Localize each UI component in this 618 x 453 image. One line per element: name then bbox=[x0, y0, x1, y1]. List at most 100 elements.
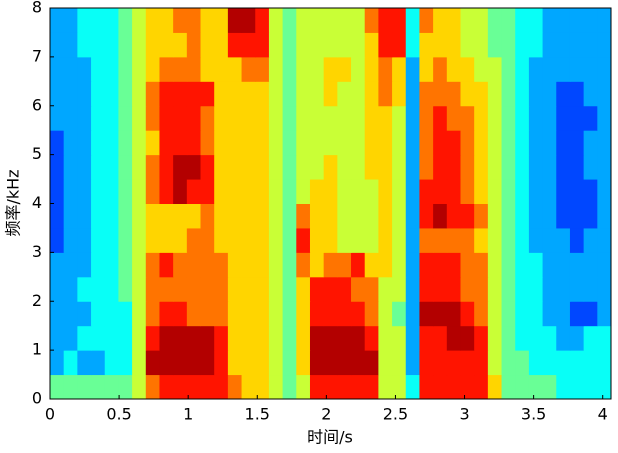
heatmap-cell bbox=[542, 130, 557, 156]
heatmap-cell bbox=[227, 32, 243, 58]
heatmap-cell bbox=[104, 203, 119, 229]
heatmap-cell bbox=[446, 276, 461, 302]
heatmap-cell bbox=[556, 227, 571, 253]
heatmap-cell bbox=[569, 252, 585, 278]
heatmap-cell bbox=[583, 227, 598, 253]
heatmap-cell bbox=[241, 32, 256, 58]
heatmap-cell bbox=[104, 105, 119, 131]
heatmap-cell bbox=[446, 350, 461, 376]
heatmap-cell bbox=[200, 179, 215, 204]
heatmap-cell bbox=[200, 227, 215, 253]
heatmap-cell bbox=[132, 81, 147, 107]
heatmap-cell bbox=[63, 8, 78, 33]
heatmap-cell bbox=[515, 325, 530, 351]
heatmap-cell bbox=[91, 154, 106, 180]
heatmap-cell bbox=[419, 325, 434, 351]
heatmap-cell bbox=[200, 154, 215, 180]
heatmap-cell bbox=[542, 32, 557, 58]
heatmap-cell bbox=[433, 276, 448, 302]
heatmap-cell bbox=[186, 8, 202, 33]
heatmap-cell bbox=[145, 154, 160, 180]
heatmap-cell bbox=[446, 374, 461, 400]
heatmap-cell bbox=[351, 374, 366, 400]
heatmap-cell bbox=[296, 130, 311, 156]
heatmap-cell bbox=[556, 105, 571, 131]
heatmap-cell bbox=[583, 350, 598, 376]
heatmap-cell bbox=[200, 325, 215, 351]
heatmap-cell bbox=[405, 350, 420, 376]
heatmap-cell bbox=[296, 81, 311, 107]
heatmap-cell bbox=[63, 252, 78, 278]
heatmap-cell bbox=[118, 227, 133, 253]
heatmap-cell bbox=[173, 81, 188, 107]
heatmap-cell bbox=[515, 81, 530, 107]
heatmap-cell bbox=[309, 81, 325, 107]
heatmap-cell bbox=[515, 179, 530, 204]
heatmap-cell bbox=[186, 301, 202, 327]
heatmap-cell bbox=[63, 203, 78, 229]
heatmap-cell bbox=[337, 179, 352, 204]
heatmap-cell bbox=[419, 374, 434, 400]
heatmap-cell bbox=[597, 81, 612, 107]
heatmap-cell bbox=[323, 276, 338, 302]
heatmap-cell bbox=[433, 130, 448, 156]
heatmap-cell bbox=[255, 350, 270, 376]
heatmap-cell bbox=[173, 179, 188, 204]
heatmap-cell bbox=[268, 350, 284, 376]
heatmap-cell bbox=[474, 350, 489, 376]
heatmap-cell bbox=[159, 81, 174, 107]
heatmap-cell bbox=[241, 301, 256, 327]
heatmap-cell bbox=[364, 203, 379, 229]
heatmap-cell bbox=[227, 56, 243, 82]
heatmap-cell bbox=[446, 227, 461, 253]
heatmap-cell bbox=[378, 179, 393, 204]
heatmap-cell bbox=[214, 276, 229, 302]
heatmap-cell bbox=[268, 374, 284, 400]
heatmap-cell bbox=[542, 105, 557, 131]
heatmap-cell bbox=[50, 81, 65, 107]
heatmap-cell bbox=[159, 227, 174, 253]
heatmap-cell bbox=[77, 227, 92, 253]
heatmap-cell bbox=[378, 203, 393, 229]
heatmap-cell bbox=[515, 32, 530, 58]
heatmap-cell bbox=[474, 203, 489, 229]
heatmap-cell bbox=[268, 276, 284, 302]
heatmap-cell bbox=[405, 227, 420, 253]
heatmap-cell bbox=[77, 105, 92, 131]
heatmap-cell bbox=[501, 203, 516, 229]
heatmap-cell bbox=[474, 81, 489, 107]
heatmap-cell bbox=[515, 227, 530, 253]
heatmap-cell bbox=[173, 252, 188, 278]
heatmap-cell bbox=[392, 350, 407, 376]
heatmap-cell bbox=[597, 276, 612, 302]
heatmap-cell bbox=[145, 81, 160, 107]
heatmap-cell bbox=[200, 301, 215, 327]
heatmap-cell bbox=[569, 179, 585, 204]
heatmap-cell bbox=[528, 252, 544, 278]
heatmap-cell bbox=[227, 276, 243, 302]
heatmap-cell bbox=[433, 350, 448, 376]
heatmap-cell bbox=[323, 325, 338, 351]
heatmap-cell bbox=[542, 276, 557, 302]
heatmap-cell bbox=[77, 81, 92, 107]
heatmap-cell bbox=[159, 301, 174, 327]
heatmap-cell bbox=[241, 252, 256, 278]
heatmap-cell bbox=[542, 325, 557, 351]
heatmap-cell bbox=[227, 203, 243, 229]
heatmap-cell bbox=[337, 301, 352, 327]
heatmap-cell bbox=[159, 276, 174, 302]
heatmap-cell bbox=[474, 130, 489, 156]
heatmap-cell bbox=[282, 179, 297, 204]
heatmap-cell bbox=[214, 374, 229, 400]
heatmap-cell bbox=[118, 179, 133, 204]
heatmap-cell bbox=[214, 203, 229, 229]
heatmap-cell bbox=[460, 325, 475, 351]
heatmap-cell bbox=[487, 32, 503, 58]
heatmap-cell bbox=[460, 56, 475, 82]
heatmap-cell bbox=[433, 325, 448, 351]
x-tick-label: 3 bbox=[459, 405, 469, 424]
heatmap-cell bbox=[446, 130, 461, 156]
heatmap-cell bbox=[556, 301, 571, 327]
heatmap-cell bbox=[446, 325, 461, 351]
heatmap-cell bbox=[145, 301, 160, 327]
